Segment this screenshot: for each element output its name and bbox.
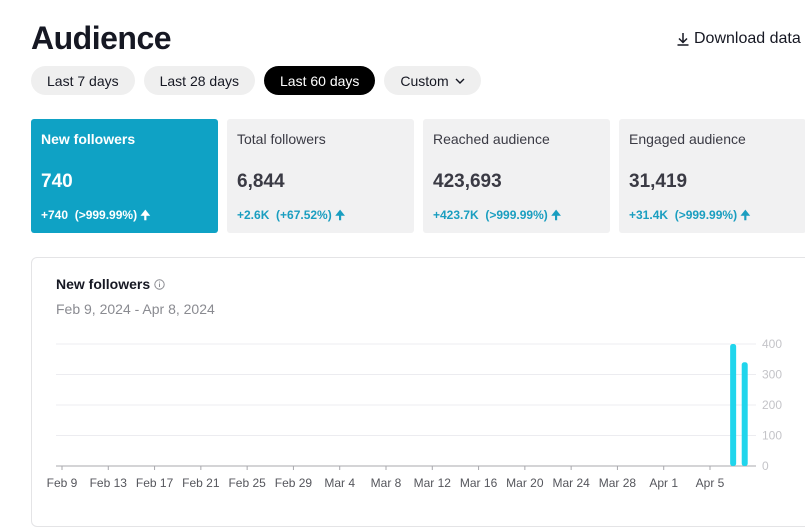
chart-date-range: Feb 9, 2024 - Apr 8, 2024: [56, 301, 215, 317]
arrow-up-icon: 🠉: [140, 208, 151, 222]
page-title: Audience: [31, 20, 172, 56]
x-tick-label: Feb 9: [47, 476, 78, 490]
download-data-button[interactable]: Download data: [676, 30, 801, 48]
info-icon[interactable]: [154, 278, 165, 290]
chart-title: New followers: [56, 276, 151, 292]
x-tick-label: Feb 29: [275, 476, 313, 490]
y-tick-label: 400: [762, 337, 782, 351]
bar: [741, 362, 748, 466]
x-tick-label: Feb 13: [90, 476, 128, 490]
new-followers-chart: 0 100 200 300 400 Feb 9 Feb 13 Feb 17 Feb 21 Feb …: [47, 337, 783, 490]
change-text: +2.6K (+67.52%): [237, 208, 332, 222]
x-tick-label: Apr 1: [649, 476, 678, 490]
x-tick-label: Mar 8: [371, 476, 402, 490]
x-tick-label: Feb 25: [228, 476, 266, 490]
x-tick-label: Mar 16: [460, 476, 498, 490]
x-tick-label: Mar 12: [414, 476, 452, 490]
card-reached-audience[interactable]: Reached audience 423,693 +423.7K (>999.9…: [423, 119, 610, 233]
change-text: +31.4K (>999.99%): [629, 208, 738, 222]
x-tick-label: Mar 20: [506, 476, 544, 490]
card-engaged-audience[interactable]: Engaged audience 31,419 +31.4K (>999.99%…: [619, 119, 805, 233]
filter-custom[interactable]: Custom: [384, 66, 481, 95]
y-tick-label: 200: [762, 398, 782, 412]
change-text: +423.7K (>999.99%): [433, 208, 548, 222]
change-text: +740 (>999.99%): [41, 208, 138, 222]
x-tick-label: Feb 21: [182, 476, 220, 490]
x-tick-label: Mar 24: [552, 476, 590, 490]
filter-last-60-days[interactable]: Last 60 days: [264, 66, 376, 95]
arrow-up-icon: 🠉: [335, 208, 346, 222]
x-tick-label: Feb 17: [136, 476, 174, 490]
x-tick-label: Apr 5: [696, 476, 725, 490]
x-tick-label: Mar 4: [324, 476, 355, 490]
arrow-up-icon: 🠉: [551, 208, 562, 222]
date-filter-group: Last 7 days Last 28 days Last 60 days Cu…: [31, 66, 481, 95]
card-new-followers[interactable]: New followers 740 +740 (>999.99%) 🠉: [31, 119, 218, 233]
chevron-down-icon: [455, 78, 465, 84]
arrow-up-icon: 🠉: [740, 208, 751, 222]
x-tick-label: Mar 28: [599, 476, 637, 490]
bar: [730, 344, 737, 466]
y-tick-label: 300: [762, 368, 782, 382]
y-tick-label: 100: [762, 429, 782, 443]
y-tick-label: 0: [762, 459, 769, 473]
filter-last-7-days[interactable]: Last 7 days: [31, 66, 135, 95]
filter-last-28-days[interactable]: Last 28 days: [143, 66, 255, 95]
card-total-followers[interactable]: Total followers 6,844 +2.6K (+67.52%) 🠉: [227, 119, 414, 233]
download-icon: [677, 33, 689, 46]
